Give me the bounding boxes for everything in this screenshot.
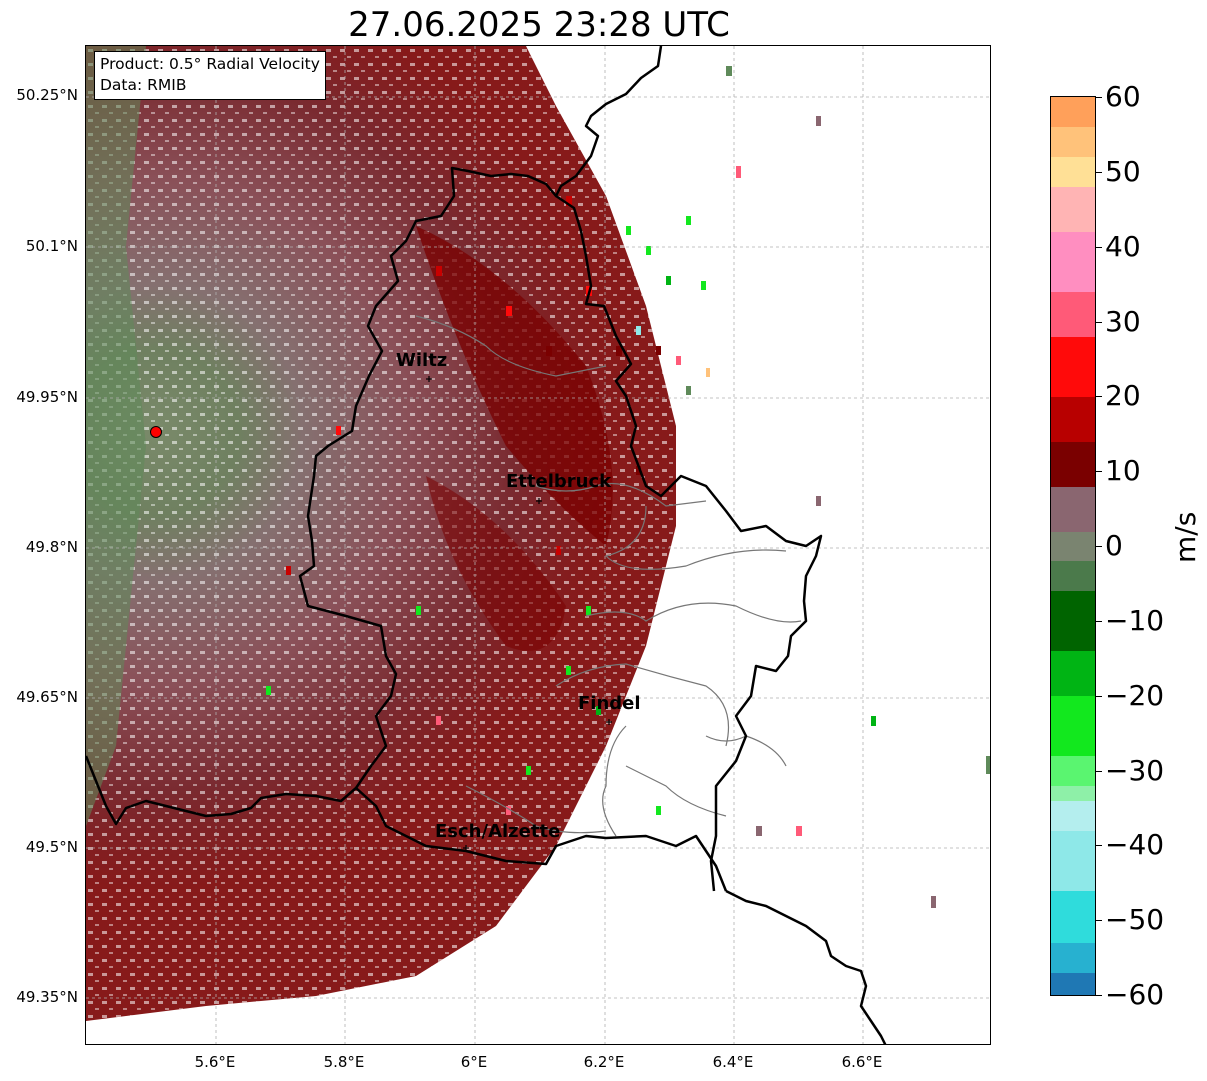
colorbar-tickmark (1096, 171, 1102, 173)
map-canvas (86, 46, 990, 1044)
radar-site-marker[interactable] (150, 426, 162, 438)
colorbar-tick-label: −20 (1105, 678, 1165, 712)
colorbar-tick-label: −30 (1105, 753, 1165, 787)
colorbar-segment (1051, 650, 1095, 697)
colorbar-segment (1051, 560, 1095, 592)
colorbar-tickmark (1096, 695, 1102, 697)
lon-tick: 6°E (460, 1053, 488, 1071)
colorbar-tickmark (1096, 396, 1102, 398)
colorbar-tickmark (1096, 246, 1102, 248)
colorbar-tickmark (1096, 920, 1102, 922)
lat-tick: 49.8°N (25, 538, 78, 556)
city-label-esch-alzette: Esch/Alzette (435, 821, 561, 842)
country-borders (86, 46, 887, 1044)
colorbar-tick-label: 60 (1105, 80, 1141, 113)
city-label-findel: Findel (578, 693, 641, 714)
colorbar-segment (1051, 156, 1095, 188)
colorbar-tick-label: −60 (1105, 978, 1165, 1011)
colorbar-segment (1051, 396, 1095, 442)
colorbar-segment (1051, 186, 1095, 233)
colorbar-tick-label: 10 (1105, 454, 1141, 488)
product-info-box: Product: 0.5° Radial Velocity Data: RMIB (94, 51, 326, 100)
lon-tick: 5.8°E (323, 1053, 365, 1071)
data-source-label: Data: RMIB (100, 76, 187, 94)
colorbar-tickmark (1096, 321, 1102, 323)
colorbar-tick-label: 0 (1105, 529, 1123, 562)
colorbar-segment (1051, 830, 1095, 891)
colorbar-segment (1051, 336, 1095, 397)
colorbar-segment (1051, 695, 1095, 757)
product-label: Product: 0.5° Radial Velocity (100, 55, 320, 73)
lat-tick: 49.95°N (16, 388, 78, 406)
colorbar-tick-label: −40 (1105, 828, 1165, 862)
map-title: 27.06.2025 23:28 UTC (348, 5, 730, 45)
colorbar-tickmark (1096, 845, 1102, 847)
colorbar-tickmark (1096, 770, 1102, 772)
colorbar-tick-label: 20 (1105, 379, 1141, 413)
admin-boundaries (415, 315, 802, 837)
colorbar-segment (1051, 755, 1095, 786)
colorbar-unit-label: m/s (1169, 511, 1202, 563)
colorbar-segment (1051, 441, 1095, 487)
colorbar-tickmark (1096, 546, 1102, 547)
colorbar-tick-label: −50 (1105, 903, 1165, 937)
lon-tick: 5.6°E (194, 1053, 236, 1071)
colorbar-tick-label: 50 (1105, 154, 1141, 188)
city-markers (426, 376, 612, 851)
lat-tick: 49.65°N (16, 688, 78, 706)
colorbar-segment (1051, 590, 1095, 652)
colorbar-segment (1051, 890, 1095, 944)
colorbar-segment (1051, 972, 1095, 995)
city-label-ettelbruck: Ettelbruck (506, 471, 612, 492)
lat-tick: 49.35°N (16, 988, 78, 1006)
colorbar-tickmark (1096, 471, 1102, 473)
colorbar-tick-label: 40 (1105, 229, 1141, 263)
lon-tick: 6.2°E (583, 1053, 625, 1071)
lat-tick: 49.5°N (25, 838, 78, 856)
colorbar-segment (1051, 531, 1095, 562)
lon-tick: 6.4°E (712, 1053, 754, 1071)
colorbar-segment (1051, 97, 1095, 128)
colorbar-segment (1051, 942, 1095, 974)
gridlines (86, 46, 990, 1044)
colorbar-tick-label: 30 (1105, 304, 1141, 338)
colorbar-segment (1051, 126, 1095, 158)
lat-tick: 50.1°N (25, 237, 78, 255)
colorbar-segment (1051, 291, 1095, 337)
lat-tick: 50.25°N (16, 86, 78, 104)
colorbar-tickmark (1096, 97, 1102, 98)
lon-tick: 6.6°E (841, 1053, 883, 1071)
colorbar-segment (1051, 486, 1095, 532)
colorbar-segment (1051, 800, 1095, 831)
radar-map[interactable] (85, 45, 991, 1045)
colorbar-tick-label: −10 (1105, 603, 1165, 637)
colorbar-segment (1051, 785, 1095, 801)
velocity-colorbar (1050, 96, 1096, 996)
colorbar-tickmark (1096, 620, 1102, 622)
city-label-wiltz: Wiltz (396, 350, 448, 371)
colorbar-tickmark (1096, 995, 1102, 996)
velocity-echo-field (86, 46, 676, 1021)
colorbar-segment (1051, 231, 1095, 293)
